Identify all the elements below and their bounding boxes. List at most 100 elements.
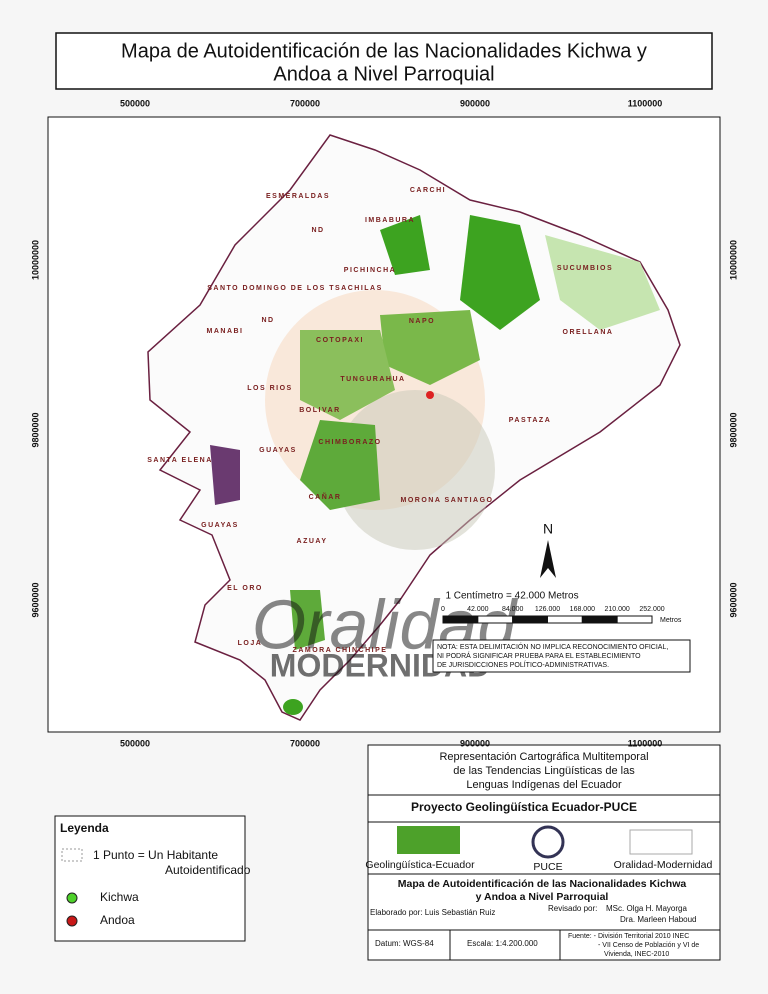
province-label: MANABI <box>207 328 244 335</box>
legend-item: Andoa <box>100 913 135 927</box>
note-line: NI PODRÁ SIGNIFICAR PRUEBA PARA EL ESTAB… <box>437 651 641 660</box>
province-label: AZUAY <box>297 538 328 545</box>
scale-label: 210.000 <box>605 606 630 613</box>
title: Andoa a Nivel Parroquial <box>273 63 494 85</box>
logo-caption: PUCE <box>533 861 562 873</box>
scale-label: 168.000 <box>570 606 595 613</box>
logo-caption: Geolingüística-Ecuador <box>365 859 475 871</box>
scale-label: 126.000 <box>535 606 560 613</box>
north-arrow: N <box>540 521 556 578</box>
x-coord-label: 1100000 <box>628 738 663 748</box>
province-label: LOJA <box>238 640 263 647</box>
note-box <box>432 639 691 673</box>
kichwa-area <box>545 235 660 330</box>
province-label: IMBABURA <box>365 217 415 224</box>
province-label: CARCHI <box>410 187 446 194</box>
legend-dot-label: 1 Punto = Un Habitante <box>93 848 218 862</box>
kichwa-area <box>283 699 303 715</box>
source: Vivienda, INEC-2010 <box>604 951 669 958</box>
x-coord-label: 900000 <box>460 98 490 108</box>
x-coord-label: 700000 <box>290 738 320 748</box>
andoa-area <box>426 391 434 399</box>
kichwa-area <box>460 215 540 330</box>
scale-label: 252.000 <box>639 606 664 613</box>
legend-box <box>54 815 246 942</box>
info-heading: Lenguas Indígenas del Ecuador <box>466 779 622 791</box>
north-arrow-shape <box>540 540 556 578</box>
source: Fuente: - División Territorial 2010 INEC <box>568 933 689 940</box>
province-label: PASTAZA <box>509 417 552 424</box>
scale-segment <box>616 615 653 624</box>
scale-bar: 0 42.000 84.000 126.000 168.000 210.000 252.00… <box>441 606 682 624</box>
kichwa-area <box>300 330 395 420</box>
scale-segment <box>442 615 479 624</box>
north-label: N <box>543 521 553 537</box>
x-coord-label: 900000 <box>460 738 490 748</box>
province-label: ZAMORA CHINCHIPE <box>293 647 388 654</box>
province-label: NAPO <box>409 318 435 325</box>
province-label: GUAYAS <box>201 522 239 529</box>
y-coord-label: 10000000 <box>728 240 738 280</box>
reviewer: Dra. Marleen Haboud <box>620 915 696 924</box>
scale-label: 84.000 <box>502 606 524 613</box>
scale-segment <box>547 615 583 624</box>
province-label: SANTO DOMINGO DE LOS TSACHILAS <box>207 285 383 292</box>
datum: Datum: WGS-84 <box>375 939 434 948</box>
scale-label: 0 <box>441 606 445 613</box>
source: - VII Censo de Población y VI de <box>598 942 699 949</box>
map-title: y Andoa a Nivel Parroquial <box>476 891 609 903</box>
project: Proyecto Geolingüística Ecuador-PUCE <box>411 800 637 814</box>
scale-segment <box>512 615 549 624</box>
legend-kichwa-symbol <box>66 892 78 904</box>
reviewed-label: Revisado por: <box>548 904 597 913</box>
reviewer: MSc. Olga H. Mayorga <box>606 904 687 913</box>
note-line: NOTA: ESTA DELIMITACIÓN NO IMPLICA RECON… <box>437 642 668 651</box>
scale-segment <box>581 615 618 624</box>
logo-geolinguistica <box>397 826 460 854</box>
province-label: ND <box>261 317 274 324</box>
info-heading: Representación Cartográfica Multitempora… <box>439 751 648 763</box>
y-coord-label: 9800000 <box>728 412 738 447</box>
province-label: ESMERALDAS <box>266 193 330 200</box>
x-coord-label: 1100000 <box>628 98 663 108</box>
province-label: ORELLANA <box>563 329 614 336</box>
scale-text: Escala: 1:4.200.000 <box>467 939 538 948</box>
country <box>147 134 681 721</box>
province-label: MORONA SANTIAGO <box>400 497 493 504</box>
y-coord-label: 9600000 <box>728 582 738 617</box>
legend-dot-symbol <box>61 848 83 862</box>
province-label: TUNGURAHUA <box>340 376 405 383</box>
andoa-area <box>210 445 240 505</box>
note-line: DE JURISDICCIONES POLÍTICO-ADMINISTRATIV… <box>437 660 609 669</box>
title-box <box>55 32 713 90</box>
legend-andoa-symbol <box>66 915 78 927</box>
x-coord-label: 500000 <box>120 98 150 108</box>
author: Elaborado por: Luis Sebastián Ruiz <box>370 908 495 917</box>
province-label: SUCUMBIOS <box>557 265 613 272</box>
legend-item: Kichwa <box>100 890 139 904</box>
province-label: CHIMBORAZO <box>318 439 381 446</box>
legend-dot-label: Autoidentificado <box>165 863 251 877</box>
info-box: Representación Cartográfica Multitempora… <box>365 744 721 961</box>
kichwa-area <box>380 215 430 275</box>
title: Mapa de Autoidentificación de las Nacion… <box>121 40 647 62</box>
x-coord-label: 500000 <box>120 738 150 748</box>
province-label: BOLIVAR <box>299 407 340 414</box>
province-label: PICHINCHA <box>344 267 396 274</box>
x-coord-label: 700000 <box>290 98 320 108</box>
province-label: GUAYAS <box>259 447 297 454</box>
logo-puce <box>531 825 565 859</box>
kichwa-area <box>380 310 480 385</box>
province-label: LOS RIOS <box>247 385 292 392</box>
province-label: ND <box>311 227 324 234</box>
province-label: SANTA ELENA <box>147 457 213 464</box>
legend-title: Leyenda <box>60 821 109 835</box>
scale-caption: 1 Centímetro = 42.000 Metros <box>445 591 578 602</box>
province-label: CAÑAR <box>309 492 342 501</box>
map-title: Mapa de Autoidentificación de las Nacion… <box>398 878 687 890</box>
info-heading: de las Tendencias Lingüísticas de las <box>453 765 635 777</box>
y-coord-label: 9600000 <box>30 582 40 617</box>
y-coord-label: 9800000 <box>30 412 40 447</box>
logo-caption: Oralidad-Modernidad <box>614 859 713 871</box>
